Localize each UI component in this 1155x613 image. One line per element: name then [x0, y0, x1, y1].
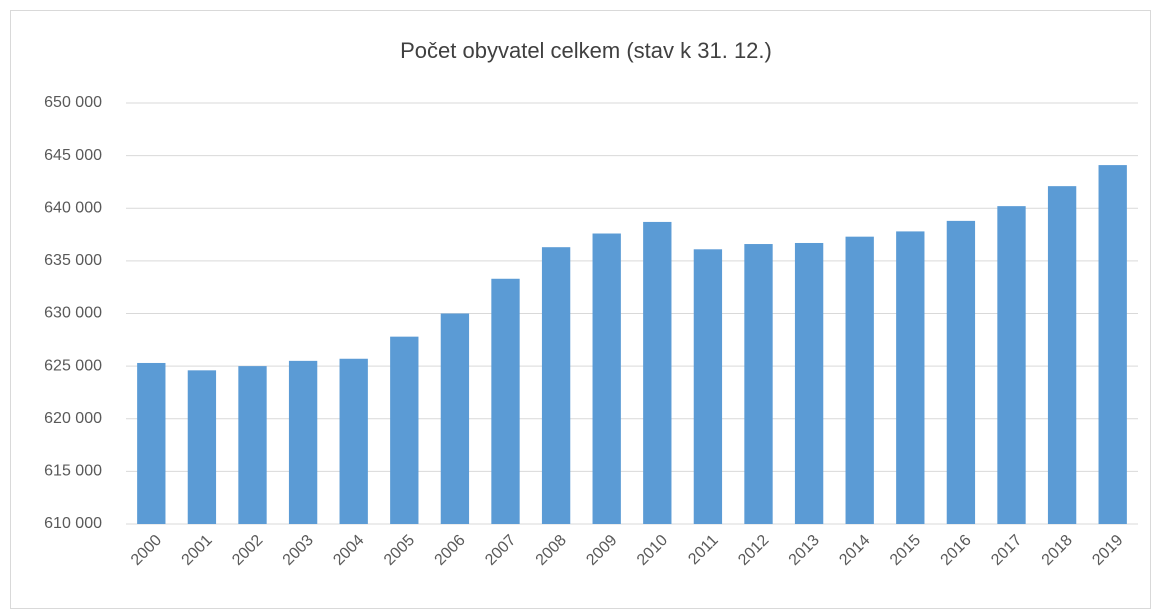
y-tick-label: 630 000 — [44, 305, 102, 322]
chart-title: Počet obyvatel celkem (stav k 31. 12.) — [400, 38, 772, 63]
bar — [896, 231, 925, 524]
bar — [744, 244, 773, 524]
bar — [238, 366, 267, 524]
bar — [1047, 186, 1077, 524]
bar — [946, 220, 976, 524]
y-tick-label: 610 000 — [44, 515, 102, 532]
bar — [187, 370, 217, 524]
bar — [592, 233, 621, 524]
bar — [794, 242, 824, 525]
y-tick-label: 620 000 — [44, 410, 102, 427]
bar — [440, 313, 470, 524]
bar — [288, 360, 318, 524]
bar — [845, 236, 874, 525]
y-tick-label: 650 000 — [44, 94, 102, 111]
bar — [1098, 165, 1127, 524]
bar — [491, 278, 520, 524]
y-tick-label: 635 000 — [44, 252, 102, 269]
bar — [339, 358, 368, 524]
bar — [541, 247, 571, 524]
y-tick-label: 640 000 — [44, 199, 102, 216]
y-tick-label: 625 000 — [44, 357, 102, 374]
bar — [693, 249, 723, 525]
bar — [390, 336, 419, 524]
chart-border — [10, 10, 1151, 609]
y-tick-label: 615 000 — [44, 463, 102, 480]
bar — [997, 206, 1026, 524]
bar — [643, 221, 672, 524]
bar — [137, 362, 166, 524]
y-tick-label: 645 000 — [44, 147, 102, 164]
